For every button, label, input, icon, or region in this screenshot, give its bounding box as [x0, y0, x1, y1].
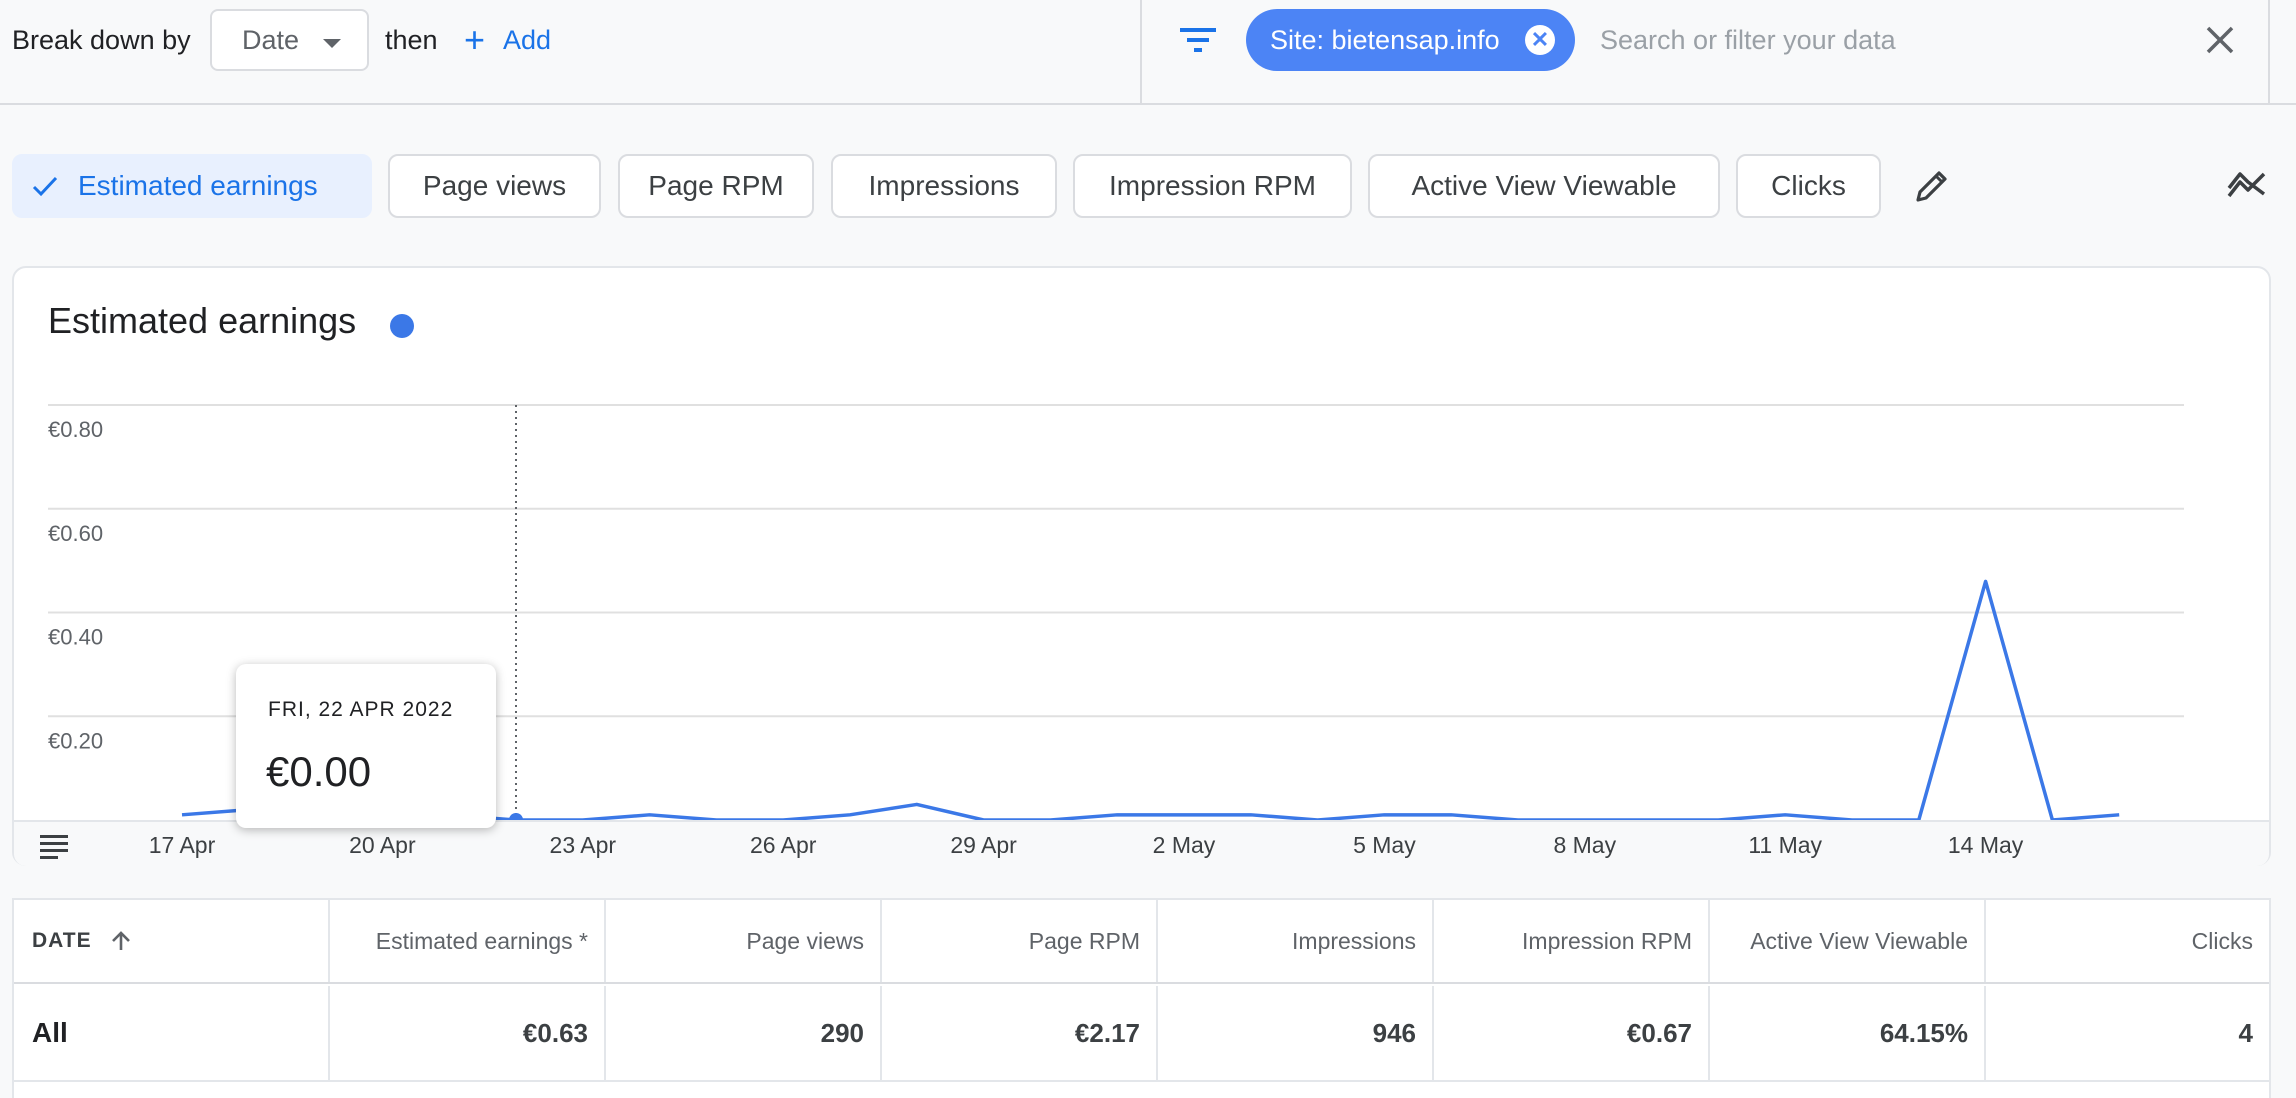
toolbar-divider	[1140, 0, 1142, 105]
metric-chip-page-views[interactable]: Page views	[388, 154, 601, 218]
dropdown-caret-icon	[323, 39, 341, 48]
report-toolbar: Break down by Date then + Add Site: biet…	[0, 0, 2296, 105]
date-select-value: Date	[242, 24, 300, 55]
table-cell-page-views: 290	[606, 986, 882, 1080]
column-header-label: Impressions	[1292, 927, 1416, 954]
column-header-label: DATE	[32, 929, 92, 952]
column-header-impressions[interactable]: Impressions	[1158, 900, 1434, 982]
metric-chip-label: Page views	[422, 170, 567, 201]
breakdown-date-select[interactable]: Date	[210, 9, 369, 71]
estimated-earnings-chart-card: Estimated earnings €0.20 €0.40 €0.60 €0.80 …	[12, 266, 2271, 866]
tooltip-value: €0.00	[266, 748, 372, 795]
column-header-label: Page views	[746, 927, 864, 954]
column-header-label: Page RPM	[1028, 927, 1140, 954]
lines-menu-icon[interactable]	[40, 832, 70, 860]
column-header-date[interactable]: DATE	[14, 900, 330, 982]
column-header-label: Clicks	[2191, 927, 2253, 954]
chart-tooltip: FRI, 22 APR 2022 €0.00	[236, 664, 496, 828]
column-header-page-views[interactable]: Page views	[606, 900, 882, 982]
column-header-label: Active View Viewable	[1750, 927, 1968, 954]
sort-ascending-arrow-icon[interactable]	[108, 928, 134, 954]
site-filter-label: Site: bietensap.info	[1270, 24, 1500, 55]
add-breakdown-button[interactable]: + Add	[464, 14, 551, 66]
tooltip-date: FRI, 22 APR 2022	[268, 698, 454, 721]
then-label: then	[385, 24, 438, 55]
compare-trend-icon[interactable]	[2226, 166, 2268, 208]
table-cell-page-rpm: €2.17	[882, 986, 1158, 1080]
column-header-impression-rpm[interactable]: Impression RPM	[1434, 900, 1710, 982]
column-header-page-rpm[interactable]: Page RPM	[882, 900, 1158, 982]
column-header-active-view-viewable[interactable]: Active View Viewable	[1710, 900, 1986, 982]
series-line	[181, 579, 2120, 822]
series-legend-dot	[390, 314, 414, 338]
table-row: All €0.63 290 €2.17 946 €0.67 64.15% 4	[14, 986, 2269, 1082]
table-cell-impression-rpm: €0.67	[1434, 986, 1710, 1080]
plus-icon: +	[464, 19, 486, 60]
metric-chip-label: Impressions	[868, 170, 1020, 201]
edit-metrics-pencil-icon[interactable]	[1910, 164, 1954, 208]
check-icon	[32, 176, 58, 197]
column-header-clicks[interactable]: Clicks	[1986, 900, 2269, 982]
metric-chip-active-view-viewable[interactable]: Active View Viewable	[1368, 154, 1720, 218]
chart-title: Estimated earnings	[48, 300, 357, 341]
table-cell-impressions: 946	[1158, 986, 1434, 1080]
table-cell-active-view-viewable: 64.15%	[1710, 986, 1986, 1080]
y-tick-label: €0.20	[48, 728, 103, 753]
y-tick-label: €0.60	[48, 521, 103, 546]
table-cell-estimated-earnings: €0.63	[330, 986, 606, 1080]
site-filter-chip[interactable]: Site: bietensap.info ✕	[1246, 9, 1575, 71]
metric-chip-estimated-earnings[interactable]: Estimated earnings	[12, 154, 372, 218]
add-label: Add	[503, 24, 552, 55]
y-tick-label: €0.40	[48, 625, 103, 650]
report-table: DATE Estimated earnings * Page views Pag…	[12, 898, 2271, 1098]
table-cell-clicks: 4	[2238, 1017, 2253, 1048]
remove-filter-icon[interactable]: ✕	[1525, 25, 1555, 55]
table-cell-date: All	[14, 986, 330, 1080]
column-header-estimated-earnings[interactable]: Estimated earnings *	[330, 900, 606, 982]
line-chart[interactable]: €0.20 €0.40 €0.60 €0.80	[14, 268, 2273, 868]
metric-chip-label: Clicks	[1771, 170, 1846, 201]
column-header-label: Estimated earnings *	[375, 927, 588, 954]
metric-chip-label: Impression RPM	[1109, 170, 1316, 201]
metric-chip-impressions[interactable]: Impressions	[831, 154, 1057, 218]
metric-chip-label: Page RPM	[648, 170, 784, 201]
metric-chip-clicks[interactable]: Clicks	[1736, 154, 1881, 218]
column-header-label: Impression RPM	[1522, 927, 1692, 954]
chart-footer	[14, 820, 2269, 866]
close-icon[interactable]	[2200, 20, 2240, 60]
metric-chip-label: Estimated earnings	[78, 170, 318, 201]
breakdown-label: Break down by	[12, 24, 191, 55]
table-header-row: DATE Estimated earnings * Page views Pag…	[14, 900, 2269, 984]
toolbar-divider	[2268, 0, 2270, 105]
metric-chip-label: Active View Viewable	[1411, 170, 1677, 201]
metric-chip-impression-rpm[interactable]: Impression RPM	[1073, 154, 1352, 218]
y-tick-label: €0.80	[48, 417, 103, 442]
metric-chip-page-rpm[interactable]: Page RPM	[618, 154, 814, 218]
search-filter-input[interactable]	[1600, 14, 2160, 66]
filter-icon[interactable]	[1178, 22, 1218, 58]
